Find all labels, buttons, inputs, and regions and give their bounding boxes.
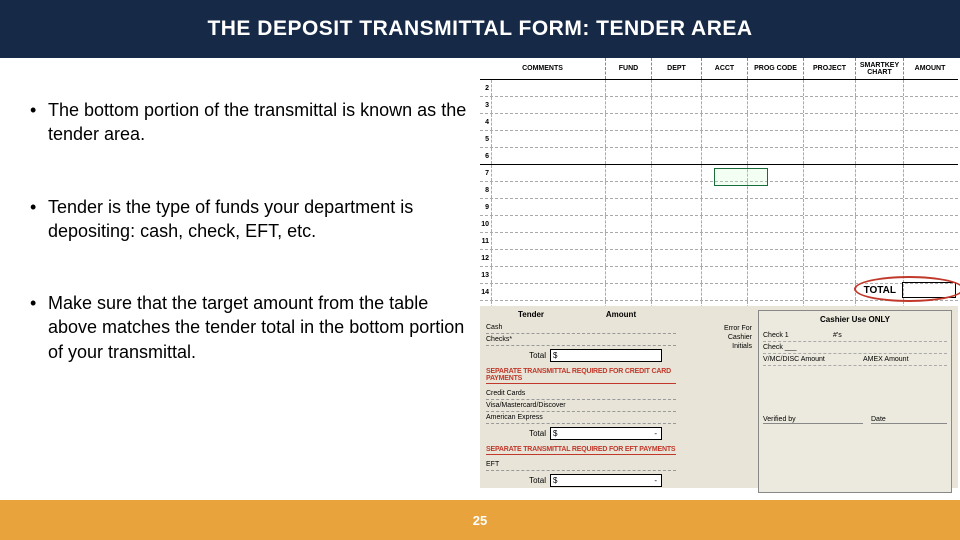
- verified-by: Verified by: [763, 416, 863, 424]
- bullet-item: The bottom portion of the transmittal is…: [30, 98, 468, 147]
- title-bar: THE DEPOSIT TRANSMITTAL FORM: TENDER ARE…: [0, 0, 960, 58]
- red-oval-annotation: [854, 276, 960, 302]
- cashier-title: Cashier Use ONLY: [763, 315, 947, 324]
- check-n: Check ___: [763, 344, 833, 351]
- col-dept: DEPT: [652, 58, 702, 79]
- initials-label: Initials: [682, 342, 752, 351]
- total-box: $-: [550, 474, 662, 487]
- tender-amex: American Express: [486, 414, 566, 421]
- tender-header: Tender: [486, 310, 576, 319]
- col-project: PROJECT: [804, 58, 856, 79]
- total-label: Total: [486, 476, 550, 485]
- table-row: 3: [480, 97, 958, 114]
- footer-bar: 25: [0, 500, 960, 540]
- tender-eft: EFT: [486, 461, 566, 468]
- col-prog: PROG CODE: [748, 58, 804, 79]
- amex-amount: AMEX Amount: [863, 356, 947, 363]
- table-row: 10: [480, 216, 958, 233]
- table-row: 5: [480, 131, 958, 148]
- separator-credit: SEPARATE TRANSMITTAL REQUIRED FOR CREDIT…: [486, 368, 676, 384]
- bullet-column: The bottom portion of the transmittal is…: [0, 58, 478, 488]
- col-smartkey: SMARTKEY CHART: [856, 58, 904, 79]
- cashier-use-box: Cashier Use ONLY Check 1#'s Check ___ V/…: [758, 310, 952, 493]
- total-label: Total: [486, 351, 550, 360]
- form-preview: COMMENTS FUND DEPT ACCT PROG CODE PROJEC…: [478, 58, 960, 488]
- col-acct: ACCT: [702, 58, 748, 79]
- bullet-item: Tender is the type of funds your departm…: [30, 195, 468, 244]
- table-row: 2: [480, 80, 958, 97]
- page-number: 25: [473, 513, 487, 528]
- tender-visa: Visa/Mastercard/Discover: [486, 402, 566, 409]
- table-row: 4: [480, 114, 958, 131]
- cashier-label: Cashier: [682, 333, 752, 342]
- content-area: The bottom portion of the transmittal is…: [0, 58, 960, 488]
- col-fund: FUND: [606, 58, 652, 79]
- check-1: Check 1: [763, 332, 833, 339]
- total-label: Total: [486, 429, 550, 438]
- col-comments: COMMENTS: [480, 58, 606, 79]
- total-box: $-: [550, 427, 662, 440]
- tender-area: Tender Amount Cash Checks* Total $ SEPAR…: [480, 306, 958, 488]
- col-amount: AMOUNT: [904, 58, 956, 79]
- table-row: 6: [480, 148, 958, 165]
- table-row: 9: [480, 199, 958, 216]
- total-box: $: [550, 349, 662, 362]
- bullet-item: Make sure that the target amount from th…: [30, 291, 468, 364]
- slide-title: THE DEPOSIT TRANSMITTAL FORM: TENDER ARE…: [207, 17, 752, 41]
- table-header-row: COMMENTS FUND DEPT ACCT PROG CODE PROJEC…: [480, 58, 958, 80]
- tender-cash: Cash: [486, 324, 566, 331]
- pound: #'s: [833, 332, 863, 339]
- bullet-list: The bottom portion of the transmittal is…: [30, 98, 468, 364]
- table-row: 12: [480, 250, 958, 267]
- amount-header: Amount: [576, 310, 666, 319]
- tender-column: Tender Amount Cash Checks* Total $ SEPAR…: [486, 310, 676, 493]
- error-for: Error For: [682, 324, 752, 333]
- date-field: Date: [871, 416, 947, 424]
- table-row: 11: [480, 233, 958, 250]
- highlighted-cell: [714, 168, 768, 186]
- tender-checks: Checks*: [486, 336, 566, 343]
- separator-eft: SEPARATE TRANSMITTAL REQUIRED FOR EFT PA…: [486, 446, 676, 455]
- tender-credit: Credit Cards: [486, 390, 566, 397]
- mid-column: Error For Cashier Initials: [682, 310, 752, 493]
- vmc-amount: V/MC/DISC Amount: [763, 356, 833, 363]
